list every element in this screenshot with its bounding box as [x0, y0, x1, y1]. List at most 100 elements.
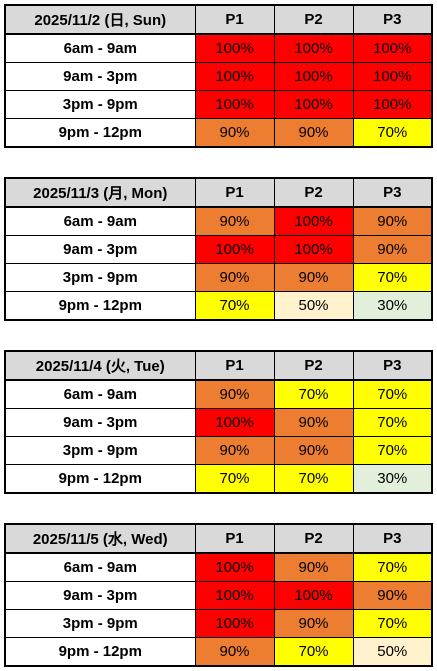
date-header: 2025/11/4 (火, Tue) [4, 350, 196, 381]
time-slot-label: 9am - 3pm [4, 62, 196, 91]
time-slot-label: 6am - 9am [4, 206, 196, 236]
column-header-p3: P3 [352, 177, 433, 208]
percentage-cell: 70% [273, 379, 354, 409]
column-header-p1: P1 [194, 523, 275, 554]
percentage-cell: 90% [194, 263, 275, 292]
percentage-cell: 90% [194, 118, 275, 148]
table-row: 3pm - 9pm 100% 100% 100% [4, 90, 433, 119]
percentage-cell: 70% [352, 436, 433, 465]
table-row: 6am - 9am 90% 100% 90% [4, 206, 433, 236]
percentage-cell: 100% [194, 62, 275, 91]
table-row: 3pm - 9pm 90% 90% 70% [4, 263, 433, 292]
table-row: 6am - 9am 90% 70% 70% [4, 379, 433, 409]
percentage-cell: 70% [273, 464, 354, 494]
table-row: 6am - 9am 100% 90% 70% [4, 552, 433, 582]
percentage-cell: 70% [352, 379, 433, 409]
percentage-cell: 90% [194, 637, 275, 667]
percentage-cell: 70% [352, 552, 433, 582]
table-row: 9pm - 12pm 70% 70% 30% [4, 464, 433, 494]
percentage-cell: 100% [273, 581, 354, 610]
schedule-table-nov-4: 2025/11/4 (火, Tue) P1 P2 P3 6am - 9am 90… [4, 350, 433, 494]
percentage-cell: 100% [194, 408, 275, 437]
time-slot-label: 9pm - 12pm [4, 291, 196, 321]
percentage-cell: 30% [352, 291, 433, 321]
time-slot-label: 3pm - 9pm [4, 90, 196, 119]
table-row: 9am - 3pm 100% 100% 90% [4, 581, 433, 610]
percentage-cell: 90% [273, 263, 354, 292]
percentage-cell: 100% [273, 235, 354, 264]
date-header: 2025/11/5 (水, Wed) [4, 523, 196, 554]
percentage-cell: 90% [194, 436, 275, 465]
table-row: 9am - 3pm 100% 100% 100% [4, 62, 433, 91]
percentage-cell: 90% [352, 235, 433, 264]
column-header-p2: P2 [273, 350, 354, 381]
time-slot-label: 9am - 3pm [4, 581, 196, 610]
percentage-cell: 90% [273, 408, 354, 437]
time-slot-label: 9am - 3pm [4, 408, 196, 437]
percentage-cell: 70% [273, 637, 354, 667]
percentage-cell: 90% [194, 379, 275, 409]
percentage-cell: 100% [352, 62, 433, 91]
column-header-p1: P1 [194, 350, 275, 381]
percentage-cell: 90% [352, 581, 433, 610]
percentage-cell: 70% [352, 609, 433, 638]
table-header-row: 2025/11/2 (日, Sun) P1 P2 P3 [4, 4, 433, 35]
table-row: 9pm - 12pm 90% 90% 70% [4, 118, 433, 148]
time-slot-label: 6am - 9am [4, 379, 196, 409]
percentage-cell: 50% [352, 637, 433, 667]
time-slot-label: 3pm - 9pm [4, 263, 196, 292]
table-header-row: 2025/11/4 (火, Tue) P1 P2 P3 [4, 350, 433, 381]
table-row: 3pm - 9pm 90% 90% 70% [4, 436, 433, 465]
table-header-row: 2025/11/5 (水, Wed) P1 P2 P3 [4, 523, 433, 554]
percentage-cell: 90% [273, 609, 354, 638]
percentage-cell: 100% [273, 62, 354, 91]
percentage-cell: 70% [194, 291, 275, 321]
column-header-p1: P1 [194, 4, 275, 35]
column-header-p2: P2 [273, 523, 354, 554]
percentage-cell: 100% [194, 581, 275, 610]
percentage-cell: 100% [273, 90, 354, 119]
time-slot-label: 9pm - 12pm [4, 118, 196, 148]
time-slot-label: 6am - 9am [4, 33, 196, 63]
time-slot-label: 9am - 3pm [4, 235, 196, 264]
date-header: 2025/11/3 (月, Mon) [4, 177, 196, 208]
percentage-cell: 100% [194, 235, 275, 264]
percentage-cell: 70% [352, 263, 433, 292]
percentage-cell: 100% [352, 90, 433, 119]
percentage-cell: 100% [352, 33, 433, 63]
table-row: 3pm - 9pm 100% 90% 70% [4, 609, 433, 638]
column-header-p1: P1 [194, 177, 275, 208]
table-row: 9am - 3pm 100% 90% 70% [4, 408, 433, 437]
percentage-cell: 50% [273, 291, 354, 321]
table-row: 9pm - 12pm 70% 50% 30% [4, 291, 433, 321]
schedule-table-nov-2: 2025/11/2 (日, Sun) P1 P2 P3 6am - 9am 10… [4, 4, 433, 148]
table-row: 6am - 9am 100% 100% 100% [4, 33, 433, 63]
column-header-p2: P2 [273, 177, 354, 208]
percentage-cell: 90% [352, 206, 433, 236]
percentage-cell: 90% [273, 118, 354, 148]
time-slot-label: 9pm - 12pm [4, 637, 196, 667]
schedule-table-nov-3: 2025/11/3 (月, Mon) P1 P2 P3 6am - 9am 90… [4, 177, 433, 321]
time-slot-label: 3pm - 9pm [4, 609, 196, 638]
column-header-p3: P3 [352, 523, 433, 554]
table-row: 9am - 3pm 100% 100% 90% [4, 235, 433, 264]
percentage-cell: 30% [352, 464, 433, 494]
percentage-cell: 90% [194, 206, 275, 236]
table-row: 9pm - 12pm 90% 70% 50% [4, 637, 433, 667]
time-slot-label: 6am - 9am [4, 552, 196, 582]
date-header: 2025/11/2 (日, Sun) [4, 4, 196, 35]
percentage-cell: 70% [352, 408, 433, 437]
time-slot-label: 3pm - 9pm [4, 436, 196, 465]
percentage-cell: 70% [194, 464, 275, 494]
percentage-cell: 100% [194, 90, 275, 119]
percentage-cell: 100% [194, 552, 275, 582]
schedule-table-nov-5: 2025/11/5 (水, Wed) P1 P2 P3 6am - 9am 10… [4, 523, 433, 667]
percentage-cell: 100% [273, 33, 354, 63]
percentage-cell: 100% [194, 33, 275, 63]
column-header-p2: P2 [273, 4, 354, 35]
percentage-cell: 70% [352, 118, 433, 148]
percentage-cell: 90% [273, 436, 354, 465]
column-header-p3: P3 [352, 4, 433, 35]
time-slot-label: 9pm - 12pm [4, 464, 196, 494]
percentage-cell: 100% [194, 609, 275, 638]
